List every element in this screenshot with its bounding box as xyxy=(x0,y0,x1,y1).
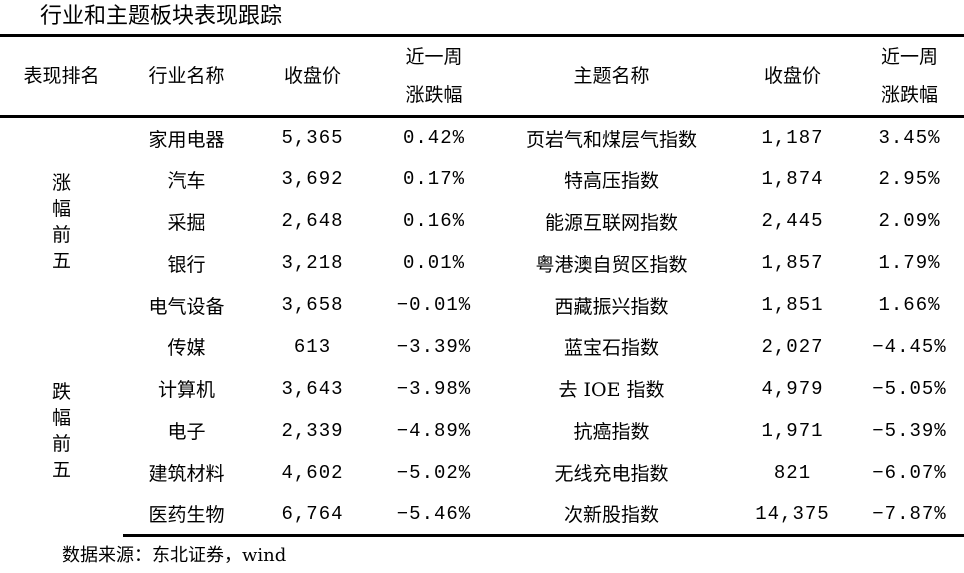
theme-name: 能源互联网指数 xyxy=(544,211,678,234)
theme-close: 1,857 xyxy=(761,252,824,275)
industry-close: 4,602 xyxy=(281,461,344,484)
theme-name: 无线充电指数 xyxy=(554,463,669,486)
industry-name: 医药生物 xyxy=(123,493,250,537)
industry-change: −0.01% xyxy=(396,294,472,316)
header-industry-change: 近一周 涨跌幅 xyxy=(375,34,493,118)
industry-name: 电气设备 xyxy=(148,295,225,318)
industry-name: 电子 xyxy=(167,421,206,444)
theme-name: 粤港澳自贸区指数 xyxy=(535,253,688,276)
table-row: 汽车 3,692 0.17% 特高压指数 1,874 2.95% xyxy=(0,158,964,200)
header-theme: 主题名称 xyxy=(493,34,730,118)
header-industry-change-line2: 涨跌幅 xyxy=(405,84,463,106)
theme-name: 西藏振兴指数 xyxy=(554,295,669,318)
industry-close: 3,218 xyxy=(281,252,344,275)
industry-name: 银行 xyxy=(167,253,206,276)
industry-change: −5.02% xyxy=(396,461,472,484)
theme-change: 1.66% xyxy=(878,294,941,316)
table-row: 建筑材料 4,602 −5.02% 无线充电指数 821 −6.07% xyxy=(0,452,964,494)
theme-change: 2.09% xyxy=(878,210,941,233)
header-industry: 行业名称 xyxy=(123,34,250,118)
industry-change: 0.17% xyxy=(402,168,465,191)
table-row: 涨幅前五 家用电器 5,365 0.42% 页岩气和煤层气指数 1,187 3.45% xyxy=(0,117,964,272)
table-row: 电子 2,339 −4.89% 抗癌指数 1,971 −5.39% xyxy=(0,410,964,452)
group-cell: 跌幅前五 xyxy=(0,326,123,535)
industry-change: −5.46% xyxy=(375,493,493,537)
header-rank: 表现排名 xyxy=(0,34,123,118)
industry-change: 0.16% xyxy=(402,210,465,233)
header-theme-change: 近一周 涨跌幅 xyxy=(855,34,964,118)
table-row: 银行 3,218 0.01% 粤港澳自贸区指数 1,857 1.79% xyxy=(0,242,964,284)
industry-name: 计算机 xyxy=(157,379,215,402)
theme-change: −5.05% xyxy=(872,377,947,400)
theme-name: 次新股指数 xyxy=(493,493,730,537)
industry-close: 6,764 xyxy=(250,493,375,537)
industry-change: −3.98% xyxy=(396,377,472,400)
table-row: 医药生物 6,764 −5.46% 次新股指数 14,375 −7.87% xyxy=(0,493,964,537)
header-industry-change-line1: 近一周 xyxy=(405,46,463,68)
theme-close: 1,851 xyxy=(761,294,824,316)
theme-name: 抗癌指数 xyxy=(573,421,650,444)
industry-close: 2,648 xyxy=(281,210,344,233)
theme-name: 页岩气和煤层气指数 xyxy=(525,128,697,151)
table-row: 计算机 3,643 −3.98% 去 IOE 指数 4,979 −5.05% xyxy=(0,368,964,410)
theme-change: −7.87% xyxy=(855,493,964,537)
table-title: 行业和主题板块表现跟踪 xyxy=(40,4,283,29)
theme-name: 蓝宝石指数 xyxy=(563,337,659,360)
table-row: 采掘 2,648 0.16% 能源互联网指数 2,445 2.09% xyxy=(0,200,964,242)
industry-close: 613 xyxy=(293,335,332,358)
industry-name: 家用电器 xyxy=(148,128,225,151)
theme-close: 1,874 xyxy=(761,168,824,191)
theme-close: 821 xyxy=(773,461,812,484)
header-industry-close: 收盘价 xyxy=(250,34,375,118)
header-theme-close: 收盘价 xyxy=(730,34,855,118)
performance-table: 表现排名 行业名称 收盘价 近一周涨跌幅 主题名称 收盘价 近一周涨跌幅 涨幅前… xyxy=(0,34,964,537)
theme-close: 4,979 xyxy=(761,377,824,400)
industry-close: 3,658 xyxy=(281,294,344,316)
industry-close: 2,339 xyxy=(281,419,344,442)
theme-change: 3.45% xyxy=(878,127,941,150)
theme-change: 2.95% xyxy=(878,168,941,191)
table-row: 跌幅前五 传媒 613 −3.39% 蓝宝石指数 2,027 −4.45% xyxy=(0,326,964,481)
header-theme-change-line2: 涨跌幅 xyxy=(880,84,938,106)
industry-change: 0.01% xyxy=(402,252,465,275)
theme-close: 14,375 xyxy=(730,493,855,537)
industry-name: 传媒 xyxy=(167,337,206,360)
theme-change: −6.07% xyxy=(872,461,947,484)
theme-change: −4.45% xyxy=(872,335,947,358)
theme-name: 去 IOE 指数 xyxy=(558,379,665,402)
header-row: 表现排名 行业名称 收盘价 近一周涨跌幅 主题名称 收盘价 近一周涨跌幅 xyxy=(0,34,964,118)
industry-name: 采掘 xyxy=(167,211,206,234)
theme-close: 1,187 xyxy=(761,127,824,150)
source-note: 数据来源：东北证券，wind xyxy=(62,545,287,566)
theme-close: 2,445 xyxy=(761,210,824,233)
industry-close: 3,692 xyxy=(281,168,344,191)
theme-close: 2,027 xyxy=(761,335,824,358)
header-theme-change-line1: 近一周 xyxy=(880,46,938,68)
industry-close: 5,365 xyxy=(281,127,344,150)
industry-change: −3.39% xyxy=(396,335,472,358)
industry-name: 建筑材料 xyxy=(148,463,225,486)
industry-close: 3,643 xyxy=(281,377,344,400)
group-label: 跌幅前五 xyxy=(51,380,71,481)
group-label: 涨幅前五 xyxy=(51,171,71,272)
group-cell: 涨幅前五 xyxy=(0,117,123,326)
theme-name: 特高压指数 xyxy=(563,169,659,192)
industry-change: 0.42% xyxy=(402,127,465,150)
industry-name: 汽车 xyxy=(167,169,206,192)
table-row: 电气设备 3,658 −0.01% 西藏振兴指数 1,851 1.66% xyxy=(0,284,964,326)
theme-close: 1,971 xyxy=(761,419,824,442)
industry-change: −4.89% xyxy=(396,419,472,442)
theme-change: −5.39% xyxy=(872,419,947,442)
theme-change: 1.79% xyxy=(878,252,941,275)
